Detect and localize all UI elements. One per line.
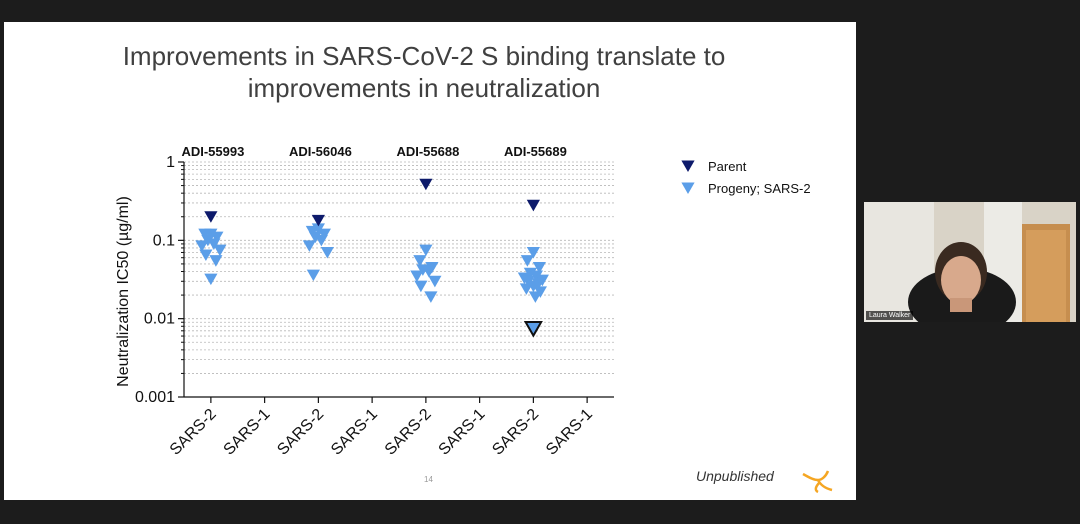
progeny-data-point: [314, 234, 328, 247]
progeny-data-point: [198, 228, 212, 241]
presentation-slide: Improvements in SARS-CoV-2 S binding tra…: [4, 22, 856, 500]
parent-data-point: [419, 178, 433, 191]
x-tick-label: SARS-2: [274, 406, 327, 459]
x-tick-label: SARS-1: [543, 406, 596, 459]
progeny-data-point: [410, 270, 424, 283]
x-tick-label: SARS-1: [436, 406, 489, 459]
parent-data-point: [311, 214, 325, 227]
progeny-data-point: [213, 244, 227, 257]
slide-title: Improvements in SARS-CoV-2 S binding tra…: [122, 41, 726, 103]
progeny-data-point: [308, 231, 322, 244]
participant-name-label: Laura Walker: [866, 311, 914, 320]
progeny-data-point: [320, 246, 334, 259]
company-logo-icon: [802, 470, 833, 494]
legend-label: Progeny; SARS-2: [708, 181, 811, 196]
progeny-data-point: [428, 275, 442, 288]
progeny-data-point: [414, 280, 428, 293]
progeny-data-point: [424, 291, 438, 303]
x-tick-label: SARS-1: [221, 406, 274, 459]
x-tick-label: SARS-2: [489, 406, 542, 459]
y-axis-title: Neutralization IC50 (µg/ml): [115, 196, 132, 387]
progeny-data-point: [528, 291, 542, 303]
progeny-data-point: [532, 261, 546, 274]
progeny-data-point: [419, 244, 433, 257]
page-number: 14: [424, 475, 433, 484]
legend-marker: [681, 160, 695, 173]
progeny-data-point: [317, 228, 331, 241]
progeny-data-point: [207, 238, 221, 250]
progeny-data-point: [519, 283, 533, 295]
group-label: ADI-56046: [289, 144, 352, 159]
progeny-data-point: [195, 240, 209, 252]
participant-video-tile[interactable]: Laura Walker: [864, 202, 1076, 322]
y-tick-label: 0.001: [135, 389, 175, 406]
progeny-data-point: [529, 270, 543, 283]
progeny-data-point: [302, 240, 316, 252]
x-tick-label: SARS-2: [382, 406, 435, 459]
progeny-data-point: [520, 255, 534, 267]
unpublished-label: Unpublished: [696, 468, 774, 484]
progeny-data-point: [526, 246, 540, 259]
legend-marker: [681, 182, 695, 195]
progeny-data-point: [209, 255, 223, 267]
x-tick-label: SARS-1: [328, 406, 381, 459]
group-label: ADI-55688: [396, 144, 459, 159]
y-tick-label: 1: [166, 154, 175, 171]
parent-data-point: [526, 199, 540, 212]
group-label: ADI-55689: [504, 144, 567, 159]
progeny-data-point: [204, 273, 218, 286]
y-tick-label: 0.1: [153, 232, 175, 249]
progeny-data-point: [199, 249, 213, 262]
progeny-data-point: [422, 266, 436, 278]
progeny-data-point: [210, 231, 224, 244]
progeny-data-point: [306, 269, 320, 282]
group-label: ADI-55993: [181, 144, 244, 159]
x-tick-label: SARS-2: [167, 406, 220, 459]
parent-data-point: [204, 211, 218, 223]
progeny-data-point: [413, 255, 427, 267]
y-tick-label: 0.01: [144, 311, 175, 328]
participant-video-feed: [864, 202, 1076, 322]
progeny-data-point: [523, 320, 543, 338]
legend-label: Parent: [708, 159, 747, 174]
